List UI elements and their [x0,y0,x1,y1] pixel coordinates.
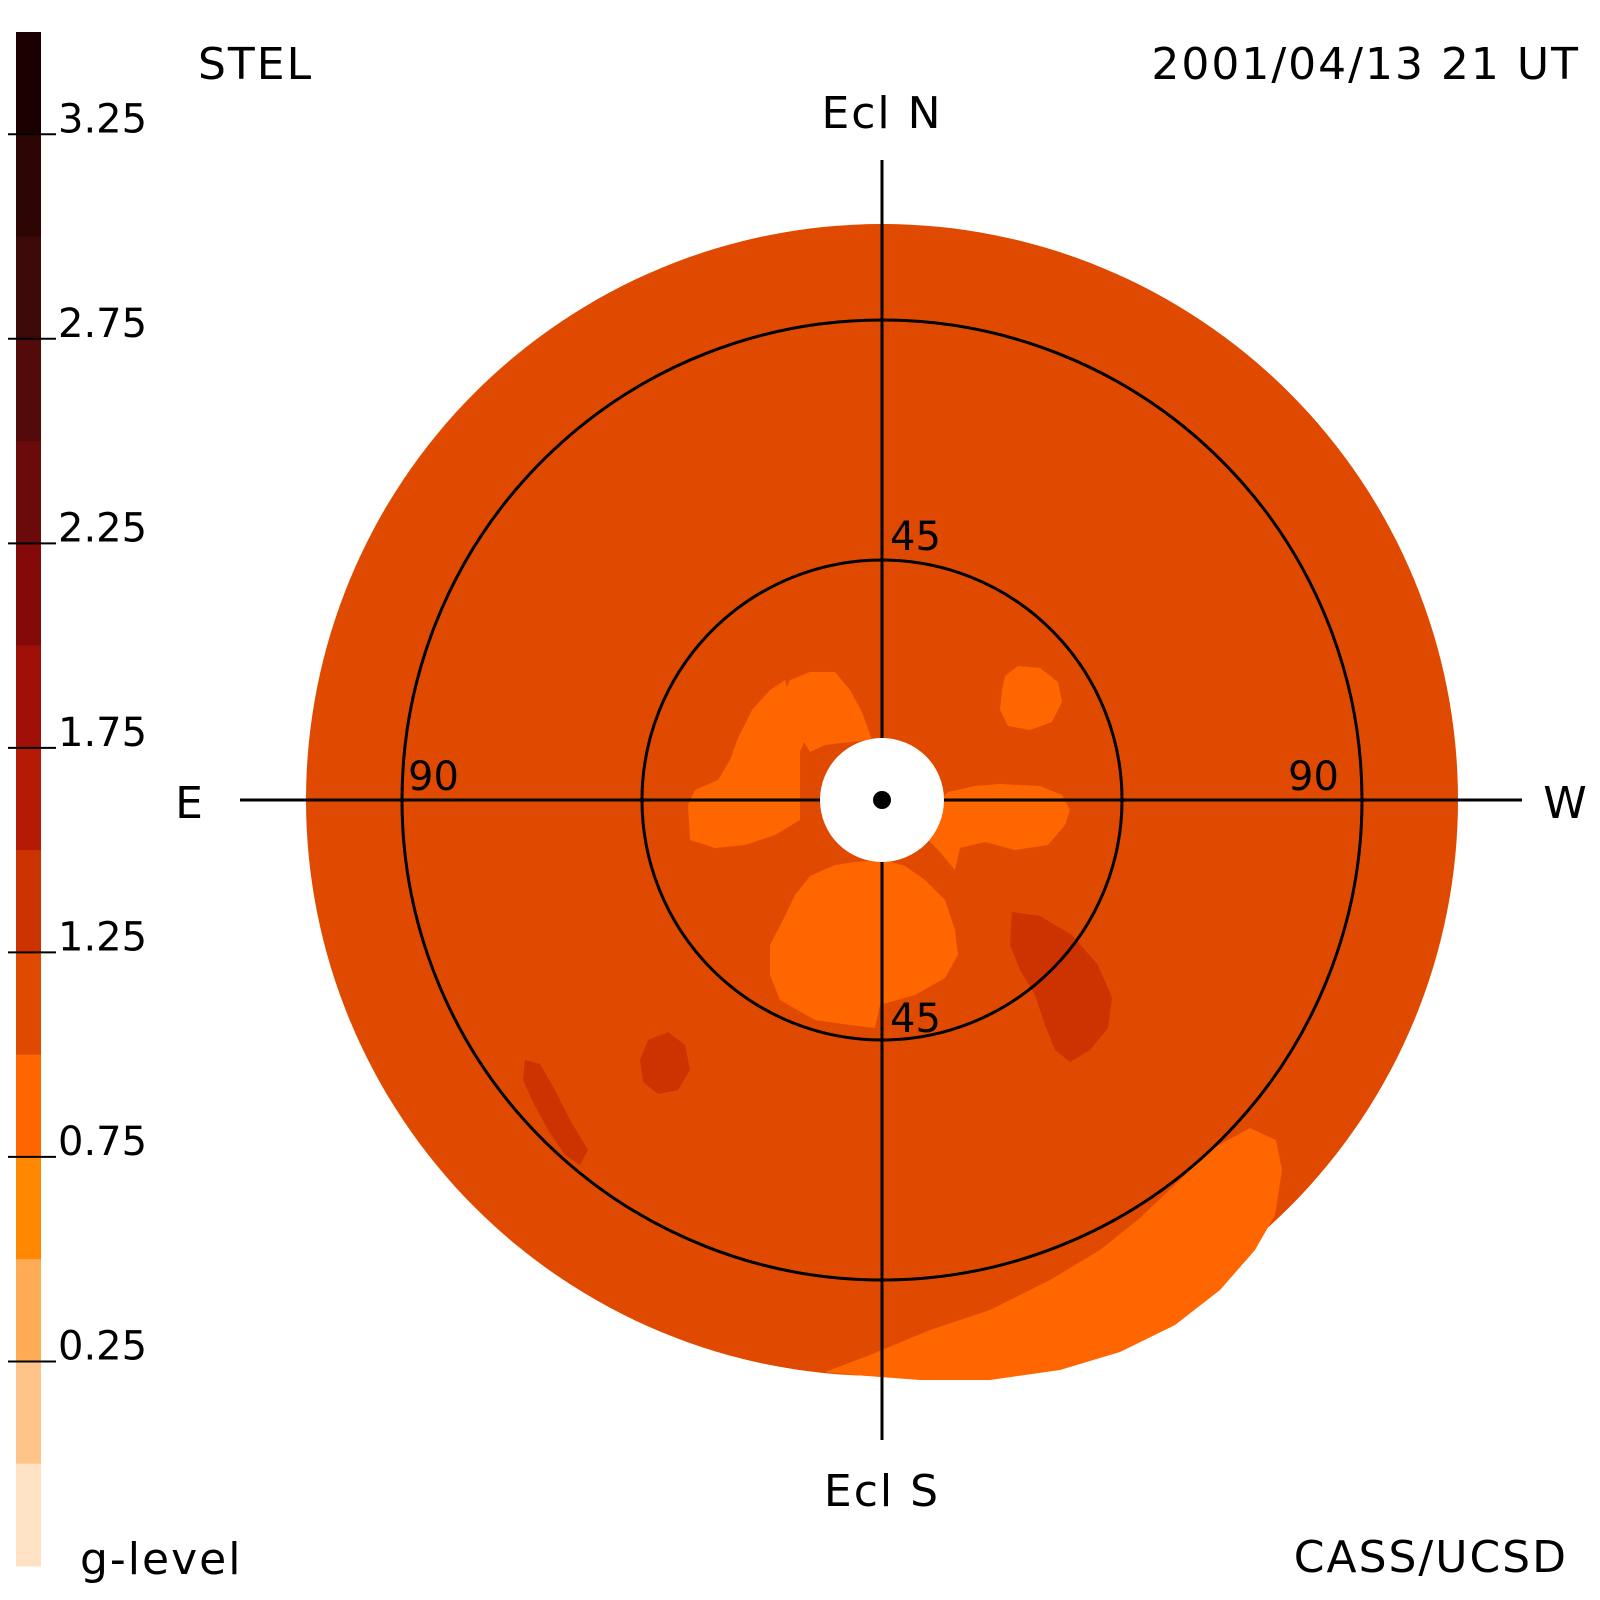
colorbar-tick-label: 1.25 [58,914,147,960]
colorbar: 3.25 2.75 2.25 1.75 1.25 0.75 0.25 [8,32,147,1567]
colorbar-swatch [16,338,41,442]
colorbar-swatch [16,236,41,340]
colorbar-tick-label: 3.25 [58,96,147,142]
sun-center-dot [873,791,891,809]
colorbar-tick-label: 0.25 [58,1323,147,1369]
instrument-label: STEL [198,39,313,90]
west-label: W [1543,778,1589,829]
colorbar-tick-label: 2.25 [58,505,147,551]
colorbar-swatch [16,850,41,953]
colorbar-swatch [16,1463,41,1567]
colorbar-swatch [16,645,41,749]
enhanced-region-southwest-streak [523,1060,588,1165]
colorbar-swatches [16,32,41,1567]
credit-label: CASS/UCSD [1294,1532,1568,1583]
sky-map [240,160,1522,1440]
south-label: Ecl S [824,1466,940,1517]
depleted-region-southeast-arc [825,1128,1282,1380]
colorbar-tick-label: 1.75 [58,710,147,756]
ring-label-45-bottom: 45 [890,996,941,1042]
ring-label-90-right: 90 [1288,754,1339,800]
colorbar-swatch [16,1259,41,1363]
timestamp-label: 2001/04/13 21 UT [1151,39,1580,90]
colorbar-ticks: 3.25 2.75 2.25 1.75 1.25 0.75 0.25 [8,96,147,1369]
depleted-region-left [688,680,808,848]
ring-label-45-top: 45 [890,514,941,560]
colorbar-swatch [16,1156,41,1260]
colorbar-tick-label: 2.75 [58,301,147,347]
enhanced-region-east [1010,912,1112,1062]
depleted-region-top [780,672,872,752]
colorbar-tick-label: 0.75 [58,1119,147,1165]
depleted-region-northeast [1000,666,1062,730]
colorbar-swatch [16,32,41,135]
ring-label-90-left: 90 [408,754,459,800]
east-label: E [175,778,205,829]
colorbar-swatch [16,134,41,238]
north-label: Ecl N [821,88,942,139]
enhanced-region-southwest-small [640,1032,690,1094]
depleted-region-south [770,860,958,1028]
colorbar-swatch [16,1361,41,1465]
colorbar-swatch [16,543,41,647]
colorbar-swatch [16,1054,41,1158]
colorbar-swatch [16,952,41,1056]
depleted-region-right [920,784,1070,870]
colorbar-title: g-level [80,1534,242,1585]
colorbar-swatch [16,441,41,544]
colorbar-swatch [16,747,41,851]
